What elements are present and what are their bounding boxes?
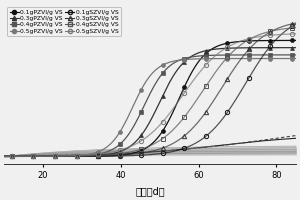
Legend: 0.1gPZVI/g VS, 0.3gPZVI/g VS, 0.4gPZVI/g VS, 0.5gPZVI/g VS, 0.1gSZVI/g VS, 0.3gS: 0.1gPZVI/g VS, 0.3gPZVI/g VS, 0.4gPZVI/g… — [7, 7, 121, 36]
X-axis label: 时间（d）: 时间（d） — [135, 186, 165, 196]
